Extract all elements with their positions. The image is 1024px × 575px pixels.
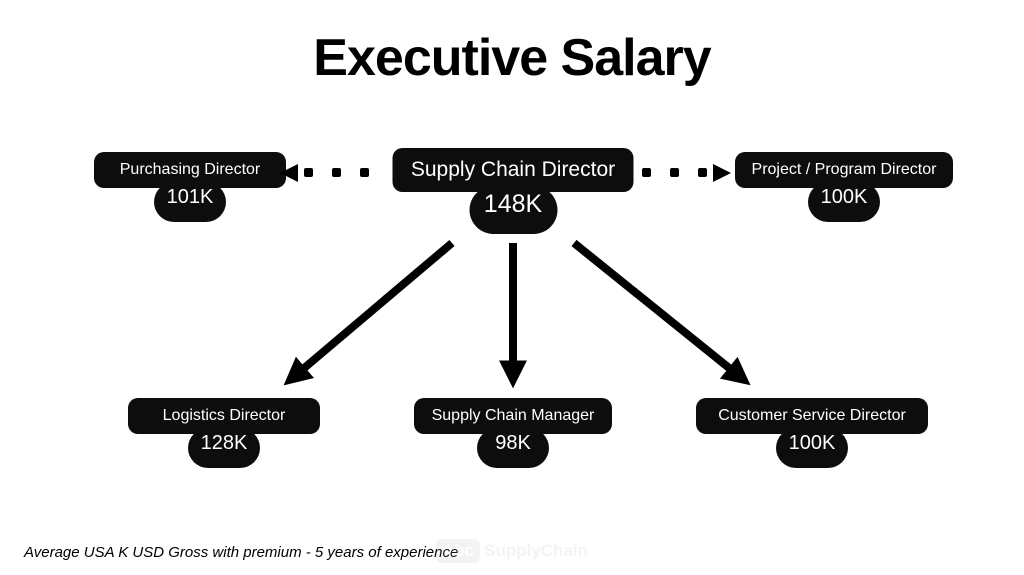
solid-arrow	[290, 243, 452, 380]
watermark-text: SupplyChain	[484, 541, 588, 561]
solid-arrows	[0, 0, 1024, 575]
watermark: Abc SupplyChain	[436, 539, 588, 563]
solid-arrow	[574, 243, 744, 380]
footnote: Average USA K USD Gross with premium - 5…	[24, 544, 458, 561]
watermark-box: Abc	[436, 539, 480, 563]
